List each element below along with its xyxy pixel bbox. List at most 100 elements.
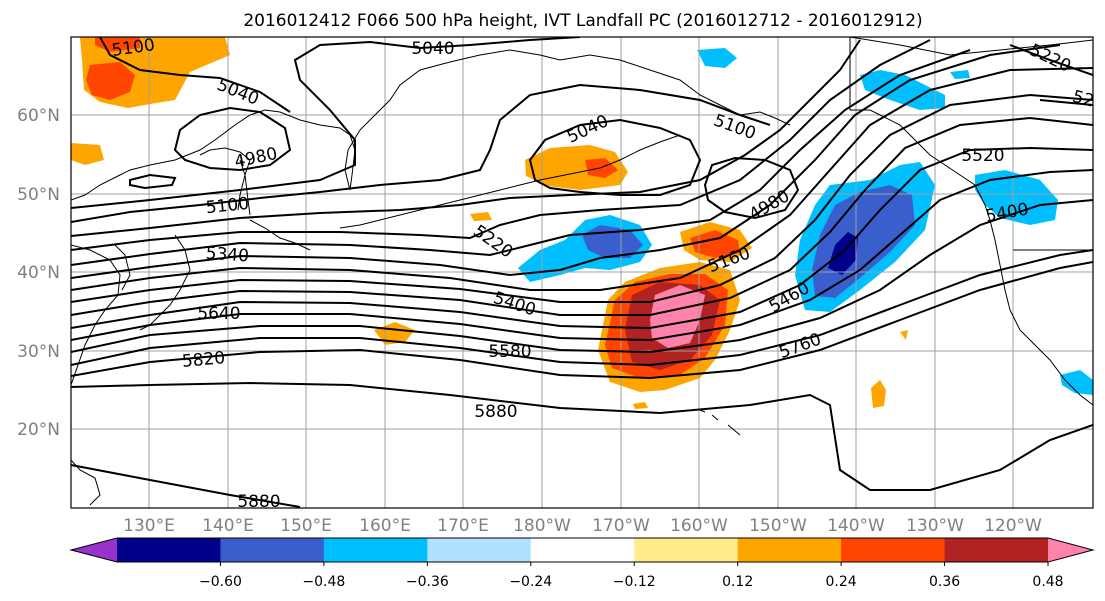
colorbar-tick-label: 0.48 — [1032, 574, 1063, 590]
contour-5880-south — [71, 464, 301, 508]
colorbar-segment — [634, 538, 739, 562]
coast-kurils — [249, 219, 311, 251]
contour-label: 52 — [1070, 87, 1096, 112]
figure-title: 2016012412 F066 500 hPa height, IVT Land… — [243, 11, 922, 31]
colorbar-segment — [220, 538, 325, 562]
contour-5220 — [71, 39, 931, 251]
coast-hawaii2 — [711, 414, 719, 421]
colorbar-outline — [69, 537, 1095, 563]
lon-label: 150°E — [280, 516, 332, 536]
contour-4980-inner — [703, 156, 800, 220]
contour-5880 — [71, 381, 1093, 491]
contour-4980-ring — [129, 173, 177, 190]
shade-trop-orange3 — [900, 330, 908, 340]
lat-label: 60°N — [17, 106, 60, 126]
coast-alaska — [559, 54, 791, 126]
shade-pnw-cyan — [975, 170, 1058, 225]
shade-bering-red — [585, 158, 618, 178]
colorbar-extend-low — [71, 538, 117, 562]
contour-5100-west — [99, 37, 291, 113]
lat-label: 40°N — [17, 263, 60, 283]
contour-5580 — [71, 146, 1093, 330]
contour-5280 — [71, 49, 971, 266]
shade-spot-orange — [633, 402, 648, 409]
contour-5460 — [71, 93, 1093, 303]
coast-japan — [139, 234, 191, 331]
contour-5220-ne — [1039, 99, 1093, 106]
colorbar-segment — [944, 538, 1049, 562]
colorbar-segment — [117, 538, 221, 562]
colorbar-tick-label: −0.24 — [509, 574, 552, 590]
lon-label: 150°W — [749, 516, 807, 536]
map-frame — [70, 36, 1094, 509]
contour-5400 — [71, 67, 1093, 291]
contour-5040-west — [173, 106, 292, 172]
lat-label: 20°N — [17, 420, 60, 440]
lat-label: 30°N — [17, 342, 60, 362]
shade-small-cyan2 — [950, 70, 970, 79]
shade-baja-cyan — [1060, 370, 1093, 395]
colorbar-segment — [841, 538, 946, 562]
height-contours — [71, 37, 1093, 508]
contour-5280-ne — [1009, 44, 1093, 76]
colorbar-segment — [323, 538, 428, 562]
lon-label: 130°E — [123, 516, 175, 536]
contour-label: 5520 — [961, 146, 1004, 166]
contour-label: 5580 — [488, 342, 531, 362]
coast-aleutians — [339, 167, 601, 229]
contour-5760 — [71, 249, 1093, 367]
colorbar-tick-label: 0.24 — [826, 574, 857, 590]
coast-alaska-pen — [599, 134, 681, 169]
colorbar-segment — [530, 538, 635, 562]
colorbar: −0.60 −0.48 −0.36 −0.24 −0.12 0.12 0.24 0.36 0.4… — [69, 537, 1095, 590]
colorbar-segment — [427, 538, 532, 562]
shade-west-orange — [71, 143, 104, 165]
contour-5040-inner — [528, 118, 702, 196]
contour-label: 5640 — [197, 304, 240, 324]
shade-alaska-cyan — [860, 70, 945, 110]
lat-labels: 60°N 50°N 40°N 30°N 20°N — [17, 106, 60, 440]
lon-label: 120°W — [984, 516, 1042, 536]
coast-china — [71, 244, 121, 386]
coastlines — [71, 37, 1093, 506]
coast-kamchatka — [344, 49, 561, 191]
coast-okhotsk — [199, 147, 251, 211]
contour-5040-main — [71, 37, 581, 209]
contour-5100 — [71, 83, 771, 223]
shade-small-orange — [470, 212, 492, 221]
colorbar-tick-label: −0.60 — [199, 574, 242, 590]
colorbar-tick-label: −0.12 — [613, 574, 656, 590]
contour-5520 — [71, 116, 1093, 316]
coast-arctic — [849, 37, 1093, 56]
lon-label: 130°W — [906, 516, 964, 536]
lon-label: 180°W — [513, 516, 571, 536]
shade-plume-red-top — [690, 230, 740, 258]
colorbar-tick-label: −0.48 — [302, 574, 345, 590]
colorbar-tick-label: 0.36 — [929, 574, 960, 590]
coast-hawaii3 — [727, 424, 741, 436]
shade-bering-orange — [525, 145, 628, 190]
contour-label: 5040 — [411, 39, 454, 59]
coast-asia — [71, 109, 356, 201]
contour-label: 5340 — [205, 244, 250, 267]
lon-label: 170°E — [437, 516, 489, 536]
colorbar-tick-label: 0.12 — [722, 574, 753, 590]
colorbar-segment — [737, 538, 842, 562]
colorbar-tick-label: −0.36 — [406, 574, 449, 590]
contour-label: 5880 — [237, 492, 280, 512]
lon-label: 170°W — [592, 516, 650, 536]
lon-label: 160°W — [670, 516, 728, 536]
contour-label: 5820 — [181, 348, 226, 372]
contour-5700 — [71, 199, 1093, 354]
lat-label: 50°N — [17, 185, 60, 205]
contour-5640 — [71, 169, 1093, 342]
shade-nw-red — [86, 62, 135, 100]
contour-5820 — [71, 261, 1093, 380]
lon-label: 140°E — [202, 516, 254, 536]
contour-5160 — [71, 39, 861, 237]
shade-small-cyan1 — [697, 48, 737, 68]
contour-label: 5100 — [110, 35, 156, 61]
coast-canada — [849, 37, 1093, 406]
shade-trop-orange2 — [871, 380, 886, 408]
